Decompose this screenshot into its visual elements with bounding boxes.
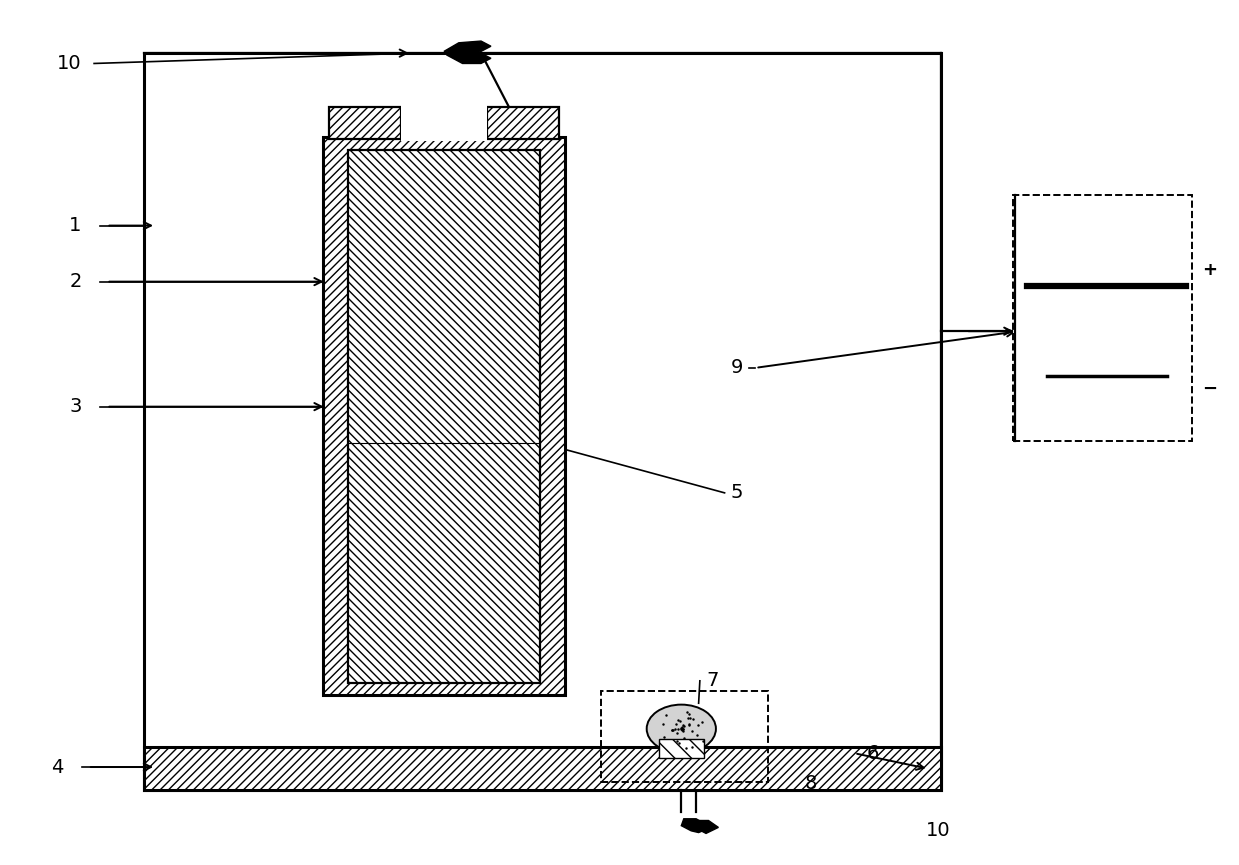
Text: 3: 3	[69, 397, 82, 416]
Bar	[400, 105, 487, 141]
Bar	[659, 739, 704, 758]
Polygon shape	[446, 51, 491, 63]
Bar	[144, 747, 940, 791]
Text: 10: 10	[926, 822, 950, 840]
Polygon shape	[681, 819, 711, 833]
Bar	[487, 106, 559, 139]
Bar	[323, 137, 565, 695]
Text: 5: 5	[731, 484, 743, 503]
Text: 7: 7	[706, 671, 719, 690]
Polygon shape	[694, 821, 719, 834]
Bar	[601, 691, 768, 782]
Text: 6: 6	[867, 744, 880, 763]
Bar	[1012, 195, 1192, 441]
Text: 8: 8	[805, 774, 818, 793]
Bar	[347, 150, 540, 682]
Text: −: −	[1202, 381, 1217, 399]
Text: 2: 2	[69, 272, 82, 292]
Text: +: +	[1202, 261, 1217, 279]
Text: 9: 9	[731, 358, 743, 377]
Polygon shape	[444, 41, 491, 54]
Bar	[330, 106, 400, 139]
Text: 4: 4	[51, 758, 63, 777]
Circle shape	[647, 705, 716, 753]
Text: 10: 10	[57, 54, 82, 73]
Bar	[144, 53, 940, 791]
Text: 1: 1	[69, 216, 82, 235]
